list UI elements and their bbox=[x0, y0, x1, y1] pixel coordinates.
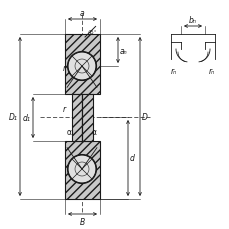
Text: r: r bbox=[63, 64, 66, 73]
Text: D₁: D₁ bbox=[9, 112, 18, 121]
Circle shape bbox=[68, 53, 95, 81]
Polygon shape bbox=[65, 141, 100, 199]
Text: a: a bbox=[80, 9, 85, 18]
Text: D: D bbox=[141, 112, 147, 121]
Text: d: d bbox=[129, 154, 134, 163]
Text: rₙ: rₙ bbox=[208, 67, 214, 76]
Text: B: B bbox=[79, 217, 85, 226]
Circle shape bbox=[68, 155, 95, 183]
Polygon shape bbox=[65, 35, 100, 95]
Text: 45°: 45° bbox=[88, 30, 97, 35]
Text: r: r bbox=[63, 105, 66, 114]
Text: aₙ: aₙ bbox=[120, 46, 127, 55]
Text: α: α bbox=[67, 128, 72, 136]
Text: α: α bbox=[92, 128, 97, 136]
Text: rₙ: rₙ bbox=[170, 67, 176, 76]
Text: d₁: d₁ bbox=[23, 114, 31, 123]
Text: bₙ: bₙ bbox=[188, 16, 196, 25]
Polygon shape bbox=[82, 95, 93, 141]
Polygon shape bbox=[72, 95, 82, 141]
